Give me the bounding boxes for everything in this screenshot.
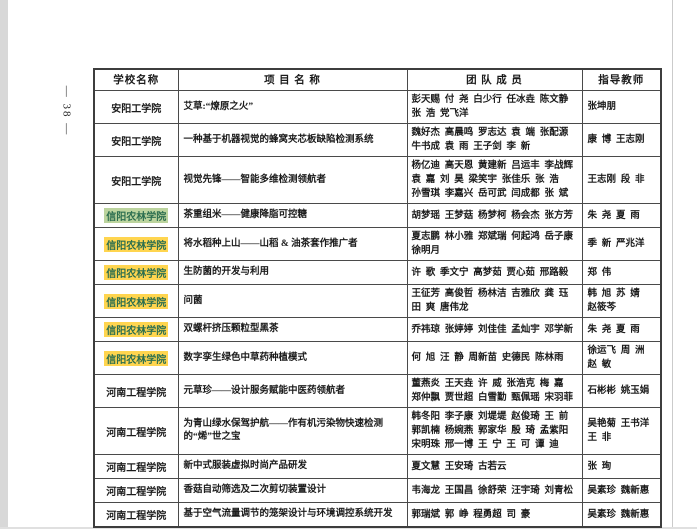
project-cell: 为青山绿水保驾护航——作有机污染物快速检测的“烯”世之宝 <box>177 407 408 455</box>
school-name: 河南工程学院 <box>106 427 167 439</box>
table-row: 信阳农林学院 双螺杆挤压颗粒型黑茶 乔祎琼 张婷婷 刘佳佳 孟灿宇 邓学新 朱 … <box>93 317 662 342</box>
school-cell: 信阳农林学院 <box>93 317 179 342</box>
school-name: 河南工程学院 <box>106 511 167 522</box>
table-row: 河南工程学院 元草珍——设计服务赋能中医药领航者 董燕炎 王天垚 许 威 张浩克… <box>93 374 662 408</box>
table-row: 安阳工学院 视觉先锋——智能多维检测领航者 杨亿迪 高天恩 黄建新 吕运丰 李战… <box>93 156 662 204</box>
page-number: — 38 — <box>56 82 76 140</box>
team-cell: 韦海龙 王国昌 徐舒荣 汪宇琦 刘青松 <box>406 478 583 503</box>
table-header: 学校名称项 目 名 称团 队 成 员指导教师 <box>93 68 662 91</box>
project-cell: 视觉先锋——智能多维检测领航者 <box>177 156 408 204</box>
team-cell: 魏好杰 高晨鸣 罗志达 袁 端 张配源 牛书成 袁 雨 王子剑 李 新 <box>406 123 583 157</box>
team-cell: 夏文慧 王安琦 古若云 <box>406 454 583 479</box>
project-cell: 茶重组米——健康降脂可控糖 <box>177 203 408 228</box>
team-cell: 胡梦瑶 王梦菇 杨梦柯 杨会杰 张方芳 <box>406 203 583 228</box>
team-cell: 董燕炎 王天垚 许 威 张浩克 梅 嘉 郑仲飘 贾世超 白雪勤 甄佩瑶 宋羽菲 <box>406 374 583 408</box>
column-header: 团 队 成 员 <box>406 68 583 91</box>
advisor-cell: 朱 尧 夏 雨 <box>581 317 662 342</box>
school-cell: 安阳工学院 <box>93 90 179 124</box>
school-cell: 河南工程学院 <box>93 478 179 503</box>
school-cell: 信阳农林学院 <box>93 284 179 318</box>
school-cell: 河南工程学院 <box>93 454 179 479</box>
table-header-row: 学校名称项 目 名 称团 队 成 员指导教师 <box>93 68 662 91</box>
project-cell: 新中式服装虚拟时尚产品研发 <box>177 454 408 479</box>
school-name: 安阳工学院 <box>111 136 162 148</box>
project-cell: 将水稻种上山——山稻 & 油茶套作推广者 <box>177 227 408 261</box>
advisor-cell: 吴素珍 魏新惠 <box>581 502 662 528</box>
projects-table: 学校名称项 目 名 称团 队 成 员指导教师 安阳工学院 艾草:“燎原之火” 彭… <box>93 68 662 528</box>
team-cell: 夏志鹏 林小雅 郑斌瑞 何起鸿 岳子康 徐明月 <box>406 227 583 261</box>
advisor-cell: 季 新 严兆洋 <box>581 227 662 261</box>
advisor-cell: 郑 伟 <box>581 260 662 285</box>
school-cell: 信阳农林学院 <box>93 341 179 375</box>
team-cell: 韩冬阳 李子康 刘堤堤 赵俊琦 王 前 郭凯楠 杨婉燕 郭家华 殷 琦 孟紫阳 … <box>406 407 583 455</box>
table-row: 河南工程学院 新中式服装虚拟时尚产品研发 夏文慧 王安琦 古若云 张 珣 <box>93 454 662 479</box>
school-name: 信阳农林学院 <box>104 208 169 223</box>
project-cell: 生防菌的开发与利用 <box>177 260 408 285</box>
project-cell: 艾草:“燎原之火” <box>177 90 408 124</box>
school-cell: 安阳工学院 <box>93 123 179 157</box>
table-row: 安阳工学院 一种基于机器视觉的蜂窝夹芯板缺陷检测系统 魏好杰 高晨鸣 罗志达 袁… <box>93 123 662 157</box>
school-name: 信阳农林学院 <box>104 265 169 280</box>
advisor-cell: 吴素珍 魏新惠 <box>581 478 662 503</box>
school-name: 信阳农林学院 <box>104 293 169 309</box>
school-cell: 信阳农林学院 <box>93 203 179 228</box>
advisor-cell: 吴艳菊 王书洋 王 非 <box>581 407 662 455</box>
column-header: 学校名称 <box>93 68 179 91</box>
school-name: 河南工程学院 <box>106 487 167 498</box>
team-cell: 郭瑞斌 郭 峥 程勇超 司 豪 <box>406 502 583 528</box>
school-name: 河南工程学院 <box>106 387 167 399</box>
school-cell: 河南工程学院 <box>93 374 179 408</box>
school-cell: 信阳农林学院 <box>93 260 179 285</box>
table-row: 信阳农林学院 生防菌的开发与利用 许 歌 季文宁 高梦茹 贾心茹 邢路毅 郑 伟 <box>93 260 662 285</box>
advisor-cell: 张坤朋 <box>581 90 662 124</box>
school-name: 信阳农林学院 <box>104 236 169 252</box>
school-name: 信阳农林学院 <box>104 350 169 366</box>
table-row: 河南工程学院 为青山绿水保驾护航——作有机污染物快速检测的“烯”世之宝 韩冬阳 … <box>93 407 662 455</box>
team-cell: 王征芳 高俊哲 杨林洁 吉雅欣 龚 珏 田 爽 唐伟龙 <box>406 284 583 318</box>
page-number-label: — 38 — <box>60 85 72 137</box>
table-body: 安阳工学院 艾草:“燎原之火” 彭天赐 付 尧 白少行 任冰垚 陈文静 张 浩 … <box>93 90 662 528</box>
column-header: 项 目 名 称 <box>177 68 408 91</box>
team-cell: 乔祎琼 张婷婷 刘佳佳 孟灿宇 邓学新 <box>406 317 583 342</box>
school-name: 信阳农林学院 <box>104 322 169 337</box>
school-cell: 信阳农林学院 <box>93 227 179 261</box>
advisor-cell: 徐运飞 周 洲 赵 敏 <box>581 341 662 375</box>
advisor-cell: 康 博 王志刚 <box>581 123 662 157</box>
school-cell: 河南工程学院 <box>93 407 179 455</box>
advisor-cell: 张 珣 <box>581 454 662 479</box>
page-bottom-edge <box>0 527 697 529</box>
project-cell: 基于空气流量调节的笼架设计与环境调控系统开发 <box>177 502 408 528</box>
school-cell: 安阳工学院 <box>93 156 179 204</box>
school-cell: 河南工程学院 <box>93 502 179 528</box>
advisor-cell: 朱 尧 夏 雨 <box>581 203 662 228</box>
advisor-cell: 石彬彬 姚玉娟 <box>581 374 662 408</box>
project-cell: 香菇自动筛选及二次剪切装置设计 <box>177 478 408 503</box>
table-row: 信阳农林学院 茶重组米——健康降脂可控糖 胡梦瑶 王梦菇 杨梦柯 杨会杰 张方芳… <box>93 203 662 228</box>
page-left-edge <box>0 0 8 529</box>
table-row: 信阳农林学院 将水稻种上山——山稻 & 油茶套作推广者 夏志鹏 林小雅 郑斌瑞 … <box>93 227 662 261</box>
project-cell: 双螺杆挤压颗粒型黑茶 <box>177 317 408 342</box>
project-cell: 元草珍——设计服务赋能中医药领航者 <box>177 374 408 408</box>
table-row: 河南工程学院 基于空气流量调节的笼架设计与环境调控系统开发 郭瑞斌 郭 峥 程勇… <box>93 502 662 528</box>
project-cell: 数字孪生绿色中草药种植模式 <box>177 341 408 375</box>
school-name: 安阳工学院 <box>111 176 162 188</box>
team-cell: 许 歌 季文宁 高梦茹 贾心茹 邢路毅 <box>406 260 583 285</box>
school-name: 河南工程学院 <box>106 463 167 474</box>
table-row: 信阳农林学院 数字孪生绿色中草药种植模式 何 旭 汪 静 周新苗 史德民 陈林雨… <box>93 341 662 375</box>
page-right-edge-line <box>672 0 673 529</box>
table-row: 安阳工学院 艾草:“燎原之火” 彭天赐 付 尧 白少行 任冰垚 陈文静 张 浩 … <box>93 90 662 124</box>
team-cell: 杨亿迪 高天恩 黄建新 吕运丰 李战辉 袁 嘉 刘 昊 梁笑宇 张佳乐 张 浩 … <box>406 156 583 204</box>
advisor-cell: 王志刚 段 非 <box>581 156 662 204</box>
table-row: 河南工程学院 香菇自动筛选及二次剪切装置设计 韦海龙 王国昌 徐舒荣 汪宇琦 刘… <box>93 478 662 503</box>
project-cell: 问菌 <box>177 284 408 318</box>
team-cell: 何 旭 汪 静 周新苗 史德民 陈林雨 <box>406 341 583 375</box>
team-cell: 彭天赐 付 尧 白少行 任冰垚 陈文静 张 浩 党飞洋 <box>406 90 583 124</box>
project-cell: 一种基于机器视觉的蜂窝夹芯板缺陷检测系统 <box>177 123 408 157</box>
school-name: 安阳工学院 <box>111 103 162 115</box>
column-header: 指导教师 <box>581 68 662 91</box>
advisor-cell: 韩 旭 苏 婧 赵筱芩 <box>581 284 662 318</box>
table-row: 信阳农林学院 问菌 王征芳 高俊哲 杨林洁 吉雅欣 龚 珏 田 爽 唐伟龙 韩 … <box>93 284 662 318</box>
